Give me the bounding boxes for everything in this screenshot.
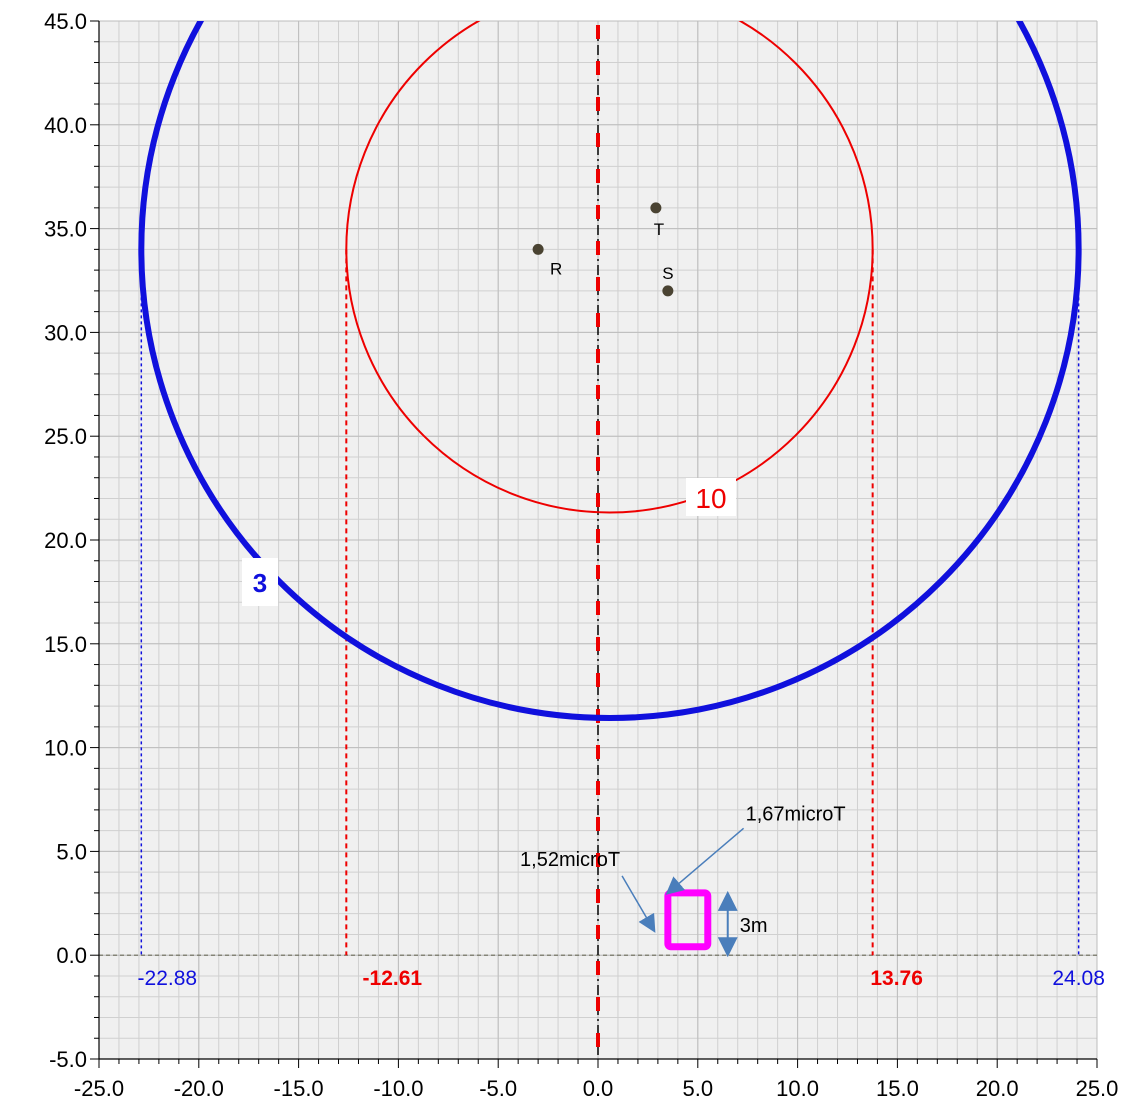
contours: [138, 21, 1082, 721]
y-tick-label: 10.0: [44, 736, 87, 761]
extent-label-right-3: 24.08: [1052, 967, 1105, 990]
y-tick-label: 5.0: [56, 839, 87, 864]
y-tick-label: 30.0: [44, 320, 87, 345]
y-tick-label: 15.0: [44, 632, 87, 657]
x-tick-label: 5.0: [683, 1076, 714, 1101]
callout-label: 1,52microT: [520, 849, 620, 871]
x-tick-label: 10.0: [776, 1076, 819, 1101]
point-S: [662, 285, 674, 297]
axes: -25.0 -20.0 -15.0 -10.0 -5.0 0.0 5.0 10.0 15.0 20…: [44, 9, 1118, 1101]
callout-arrow: [621, 875, 656, 933]
x-tick-label: -20.0: [174, 1076, 224, 1101]
extent-label-left-3: -22.88: [138, 967, 198, 990]
x-tick-label: -10.0: [373, 1076, 423, 1101]
x-tick-label: 20.0: [976, 1076, 1019, 1101]
callout-label: 1,67microT: [746, 803, 846, 825]
y-tick-label: 20.0: [44, 528, 87, 553]
y-tick-label: 35.0: [44, 217, 87, 242]
point-label-R: R: [550, 259, 562, 278]
x-tick-label: 0.0: [583, 1076, 614, 1101]
y-tick-label: 25.0: [44, 424, 87, 449]
y-tick-label: 45.0: [44, 9, 87, 34]
x-tick-label: -25.0: [74, 1076, 124, 1101]
y-tick-label: 0.0: [56, 943, 87, 968]
y-tick-label: 40.0: [44, 113, 87, 138]
point-label-T: T: [654, 220, 664, 239]
contour-10: [345, 21, 874, 514]
extent-label-left-10: -12.61: [363, 967, 423, 990]
labels: -22.88 24.08 -12.61 13.76 3 10 R T S 3m 1,67microT…: [138, 220, 1105, 990]
contour-label-3: 3: [253, 568, 267, 598]
point-label-S: S: [662, 264, 673, 283]
y-tick-label: -5.0: [49, 1047, 87, 1072]
x-tick-label: -15.0: [274, 1076, 324, 1101]
point-T: [650, 202, 662, 214]
contour-label-bg-10: [686, 478, 736, 516]
extent-label-right-10: 13.76: [870, 967, 923, 990]
x-tick-label: -5.0: [479, 1076, 517, 1101]
guide-lines: [99, 25, 1097, 1059]
x-tick-label: 15.0: [876, 1076, 919, 1101]
height-marker-label: 3m: [740, 915, 768, 937]
contour-label-bg-3: [242, 558, 278, 606]
marks: [532, 202, 738, 958]
measurement-box: [664, 889, 712, 951]
contour-label-10: 10: [695, 483, 726, 514]
callout-arrow: [665, 827, 745, 895]
x-tick-label: 25.0: [1076, 1076, 1119, 1101]
contour-3: [138, 21, 1082, 721]
point-R: [532, 243, 544, 255]
